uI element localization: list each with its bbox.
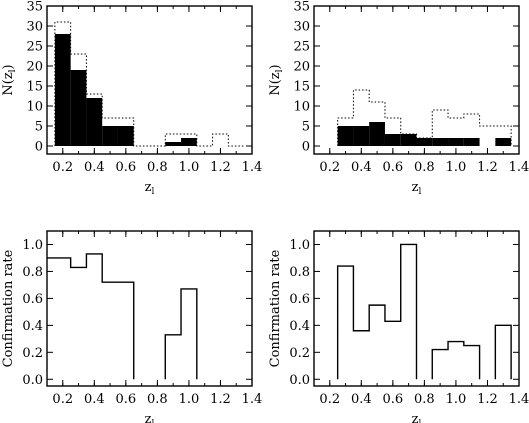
x-tick-label: 1.2 xyxy=(477,160,498,175)
plot-area xyxy=(54,21,245,147)
histogram-bar-filled xyxy=(54,34,71,146)
panel-bottom-left: 0.2 0.4 0.6 0.8 1.0 1.2 1.4 0.0 0.2 0.4 0.6 0.8 1.0 z… xyxy=(1,230,263,423)
x-tick-label: 0.8 xyxy=(414,392,435,407)
x-tick-label: 1.4 xyxy=(242,392,263,407)
y-tick-label: 15 xyxy=(293,80,310,95)
x-tick-label: 1.0 xyxy=(446,160,467,175)
histogram-bar-filled xyxy=(337,126,354,146)
y-axis-label: Confirmation rate xyxy=(268,249,283,367)
histogram-bar-filled xyxy=(495,138,512,146)
histogram-bar-filled xyxy=(165,142,182,146)
y-tick-label: 0.4 xyxy=(289,319,310,334)
y-tick-label: 0.8 xyxy=(22,265,43,280)
y-tick-label: 25 xyxy=(26,40,43,55)
y-tick-label: 35 xyxy=(293,0,310,15)
y-tick-label: 25 xyxy=(293,40,310,55)
plot-area xyxy=(337,89,512,146)
y-tick-label: 0.6 xyxy=(22,292,43,307)
y-tick-label: 35 xyxy=(26,0,43,15)
histogram-bar-filled xyxy=(86,98,103,146)
x-tick-label: 1.0 xyxy=(179,392,200,407)
y-tick-label: 30 xyxy=(293,20,310,35)
x-tick-label: 0.2 xyxy=(52,392,73,407)
histogram-bar-filled xyxy=(384,134,401,146)
x-tick-label: 1.0 xyxy=(446,392,467,407)
x-tick-label: 1.2 xyxy=(210,160,231,175)
y-tick-label: 0.0 xyxy=(22,373,43,388)
x-tick-label: 1.2 xyxy=(210,392,231,407)
x-tick-label: 0.4 xyxy=(351,160,372,175)
x-tick-label: 0.2 xyxy=(319,392,340,407)
x-tick-label: 0.4 xyxy=(84,160,105,175)
histogram-bar-filled xyxy=(463,138,480,146)
y-tick-label: 0 xyxy=(35,140,43,155)
y-axis-label: N(zl) xyxy=(1,64,18,95)
histogram-bar-filled xyxy=(369,122,385,146)
panel-bottom-right: 0.2 0.4 0.6 0.8 1.0 1.2 1.4 0.0 0.2 0.4 0.6 0.8 1.0 z… xyxy=(268,230,529,423)
y-tick-label: 30 xyxy=(26,20,43,35)
panel-top-left: 0.2 0.4 0.6 0.8 1.0 1.2 1.4 0 5 10 15 20 25 30 35 zl N(z… xyxy=(1,0,262,197)
plot-frame xyxy=(313,5,520,155)
x-tick-label: 0.8 xyxy=(147,392,168,407)
histogram-bar-filled xyxy=(102,126,118,146)
plot-frame xyxy=(46,5,253,155)
y-tick-label: 20 xyxy=(26,60,43,75)
histogram-outline-dotted xyxy=(54,21,245,147)
histogram-bar-filled xyxy=(416,138,433,146)
x-axis-label: zl xyxy=(145,412,155,423)
confirmation-rate-step-line xyxy=(336,243,512,380)
y-tick-label: 0.8 xyxy=(289,265,310,280)
y-tick-label: 1.0 xyxy=(289,238,310,253)
x-tick-label: 0.6 xyxy=(383,160,404,175)
y-tick-label: 5 xyxy=(302,120,310,135)
histogram-bar-filled xyxy=(70,70,87,146)
x-tick-label: 0.2 xyxy=(319,160,340,175)
x-tick-label: 1.0 xyxy=(179,160,200,175)
x-tick-label: 1.2 xyxy=(477,392,498,407)
y-tick-label: 10 xyxy=(26,100,43,115)
y-tick-label: 10 xyxy=(293,100,310,115)
y-tick-label: 0.2 xyxy=(22,346,43,361)
histogram-bar-filled xyxy=(432,138,449,146)
y-tick-label: 20 xyxy=(293,60,310,75)
confirmation-rate-step-line xyxy=(47,253,198,380)
y-tick-label: 15 xyxy=(26,80,43,95)
y-tick-label: 0.0 xyxy=(289,373,310,388)
y-tick-label: 0.6 xyxy=(289,292,310,307)
histogram-bar-filled xyxy=(400,134,417,146)
y-tick-label: 0.4 xyxy=(22,319,43,334)
y-axis-label: Confirmation rate xyxy=(1,249,16,367)
histogram-bar-filled xyxy=(353,126,370,146)
plot-frame xyxy=(46,230,253,387)
x-tick-label: 0.4 xyxy=(351,392,372,407)
histogram-bar-filled xyxy=(181,138,197,146)
x-tick-label: 0.8 xyxy=(147,160,168,175)
x-tick-label: 0.6 xyxy=(116,392,137,407)
x-tick-label: 0.4 xyxy=(84,392,105,407)
y-tick-label: 0 xyxy=(302,140,310,155)
x-axis-label: zl xyxy=(145,180,155,197)
x-tick-label: 1.4 xyxy=(242,160,263,175)
histogram-bar-filled xyxy=(448,138,464,146)
plot-frame xyxy=(313,230,520,387)
x-tick-label: 0.6 xyxy=(116,160,137,175)
x-axis-label: zl xyxy=(412,180,422,197)
x-tick-label: 0.6 xyxy=(383,392,404,407)
histogram-bar-filled xyxy=(117,126,134,146)
x-tick-label: 0.8 xyxy=(414,160,435,175)
y-tick-label: 5 xyxy=(35,120,43,135)
y-tick-label: 1.0 xyxy=(22,238,43,253)
x-tick-label: 1.4 xyxy=(509,160,529,175)
panel-top-right: 0.2 0.4 0.6 0.8 1.0 1.2 1.4 0 5 10 15 20 25 30 35 zl N(z… xyxy=(268,0,529,197)
y-axis-label: N(zl) xyxy=(268,64,285,95)
y-tick-label: 0.2 xyxy=(289,346,310,361)
x-axis-label: zl xyxy=(412,412,422,423)
x-tick-label: 0.2 xyxy=(52,160,73,175)
plot-area xyxy=(47,253,198,380)
plot-area xyxy=(336,243,512,380)
x-tick-label: 1.4 xyxy=(509,392,529,407)
